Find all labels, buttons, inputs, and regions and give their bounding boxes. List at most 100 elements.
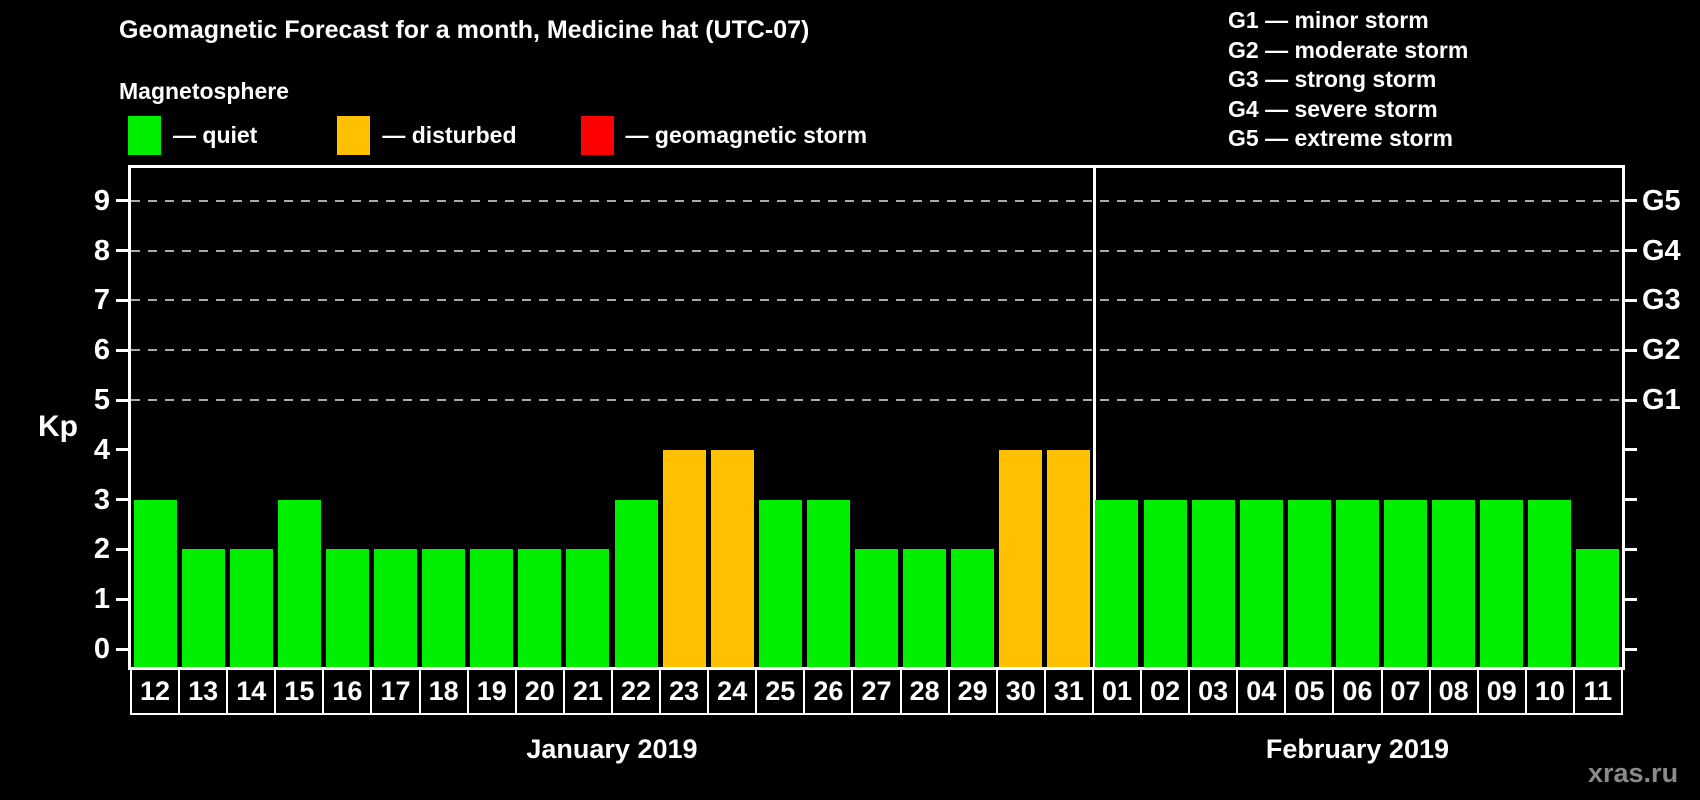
chart-title: Geomagnetic Forecast for a month, Medici…: [119, 16, 810, 44]
day-label-27: 27: [851, 668, 902, 715]
day-label-28: 28: [899, 668, 950, 715]
gridline-kp6: [131, 349, 1622, 352]
axis-tick-right-0: [1625, 647, 1637, 651]
kp-bar-day-15: [277, 499, 321, 667]
day-label-08: 08: [1428, 668, 1479, 715]
y-tick-label-8: 8: [93, 234, 110, 267]
kp-bar-day-23: [662, 449, 706, 667]
kp-bar-day-29: [951, 549, 995, 667]
day-label-06: 06: [1332, 668, 1383, 715]
y-tick-label-2: 2: [93, 533, 110, 566]
axis-tick-right-2: [1625, 547, 1637, 551]
month-label-february: February 2019: [1265, 734, 1449, 764]
axis-tick-left-8: [116, 249, 128, 253]
day-label-30: 30: [995, 668, 1046, 715]
kp-bar-day-03: [1191, 499, 1235, 667]
day-label-12: 12: [130, 668, 181, 715]
g-axis-label-G5: G5: [1642, 184, 1681, 217]
kp-bar-day-18: [422, 549, 466, 667]
axis-tick-left-7: [116, 298, 128, 302]
legend-item-disturbed: — disturbed: [337, 116, 517, 155]
g-axis-label-G2: G2: [1642, 334, 1681, 367]
day-label-21: 21: [562, 668, 613, 715]
day-label-11: 11: [1572, 668, 1623, 715]
y-tick-label-9: 9: [93, 184, 110, 217]
legend-item-quiet: — quiet: [128, 116, 257, 155]
legend-item-storm: — geomagnetic storm: [580, 116, 868, 155]
magnetosphere-legend: — quiet — disturbed — geomagnetic storm: [128, 116, 867, 155]
day-label-23: 23: [659, 668, 710, 715]
kp-bar-day-16: [325, 549, 369, 667]
g-scale-item-4: G4 — severe storm: [1228, 95, 1438, 122]
axis-tick-left-3: [116, 498, 128, 502]
axis-tick-right-7: [1625, 298, 1637, 302]
g-axis-label-G4: G4: [1642, 234, 1681, 267]
kp-bar-day-08: [1432, 499, 1476, 667]
kp-bar-day-12: [133, 499, 177, 667]
day-label-18: 18: [418, 668, 469, 715]
day-label-24: 24: [707, 668, 758, 715]
kp-bar-day-04: [1239, 499, 1283, 667]
day-label-10: 10: [1524, 668, 1575, 715]
g-axis-label-G1: G1: [1642, 384, 1681, 417]
g-scale-item-2: G2 — moderate storm: [1228, 36, 1469, 63]
axis-tick-right-5: [1625, 398, 1637, 402]
day-label-07: 07: [1380, 668, 1431, 715]
kp-bar-day-24: [710, 449, 754, 667]
day-label-04: 04: [1236, 668, 1287, 715]
legend-label-disturbed: — disturbed: [382, 122, 517, 148]
legend-label-storm: — geomagnetic storm: [625, 122, 868, 148]
kp-bar-day-22: [614, 499, 658, 667]
day-label-15: 15: [274, 668, 325, 715]
axis-tick-left-2: [116, 547, 128, 551]
axis-tick-left-1: [116, 597, 128, 601]
kp-bar-day-05: [1287, 499, 1331, 667]
axis-tick-left-9: [116, 199, 128, 203]
kp-bar-day-17: [374, 549, 418, 667]
day-label-25: 25: [755, 668, 806, 715]
kp-bar-day-02: [1143, 499, 1187, 667]
gridline-kp5: [131, 399, 1622, 402]
axis-tick-left-6: [116, 348, 128, 352]
gridline-kp7: [131, 299, 1622, 302]
day-label-13: 13: [178, 668, 229, 715]
kp-bar-day-14: [229, 549, 273, 667]
magnetosphere-label: Magnetosphere: [119, 78, 289, 104]
plot-area: [128, 165, 1625, 670]
day-label-19: 19: [466, 668, 517, 715]
day-label-01: 01: [1091, 668, 1143, 715]
y-tick-label-1: 1: [93, 583, 110, 616]
kp-bar-day-28: [903, 549, 947, 667]
gridline-kp9: [131, 199, 1622, 202]
kp-bar-day-30: [999, 449, 1043, 667]
axis-tick-left-5: [116, 398, 128, 402]
g-axis-label-G3: G3: [1642, 284, 1681, 317]
day-label-17: 17: [370, 668, 421, 715]
kp-bar-day-19: [470, 549, 514, 667]
g-scale-item-3: G3 — strong storm: [1228, 66, 1437, 92]
y-tick-label-5: 5: [93, 384, 110, 417]
day-label-16: 16: [322, 668, 373, 715]
kp-bar-day-26: [806, 499, 850, 667]
axis-tick-right-9: [1625, 199, 1637, 203]
g-scale-item-5: G5 — extreme storm: [1228, 125, 1453, 151]
legend-swatch-disturbed: [337, 116, 371, 155]
kp-bar-day-13: [181, 549, 225, 667]
kp-bar-day-11: [1576, 549, 1620, 667]
g-scale-legend: G1 — minor storm G2 — moderate storm G3 — …: [1228, 6, 1468, 154]
day-label-02: 02: [1140, 668, 1191, 715]
day-label-22: 22: [610, 668, 662, 715]
day-label-29: 29: [947, 668, 998, 715]
kp-bar-day-25: [758, 499, 802, 667]
legend-swatch-quiet: [128, 116, 161, 155]
y-tick-label-6: 6: [93, 334, 110, 367]
kp-bar-day-07: [1384, 499, 1428, 667]
kp-bar-day-21: [566, 549, 610, 667]
day-label-03: 03: [1188, 668, 1239, 715]
kp-bar-day-06: [1335, 499, 1379, 667]
y-tick-label-0: 0: [93, 633, 110, 666]
axis-tick-right-8: [1625, 249, 1637, 253]
day-label-05: 05: [1284, 668, 1335, 715]
y-tick-label-3: 3: [93, 483, 110, 516]
kp-bar-day-09: [1480, 499, 1524, 667]
